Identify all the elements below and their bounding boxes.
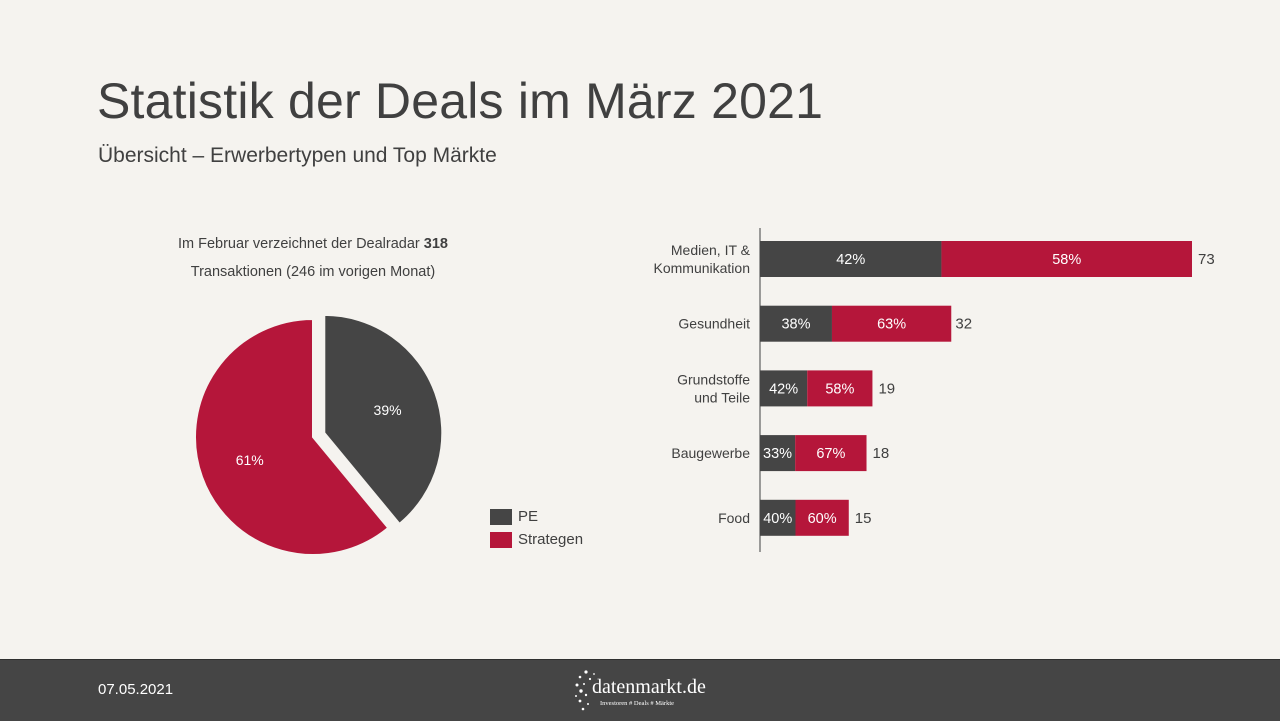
bar-segment-strategen [831, 305, 952, 342]
bar-segment-pe [760, 499, 796, 536]
datenmarkt-logo: datenmarkt.de Investoren # Deals # Märkt… [574, 666, 714, 716]
pie-slice-strategen [194, 317, 390, 556]
intro-highlight: 318 [423, 236, 448, 252]
bar-chart: 42% 58% 73 Medien, IT & Kommunikation 38% 63% 3… [654, 228, 1215, 552]
bar-total-label: 73 [1198, 251, 1215, 268]
bar-segment-label-pe: 33% [763, 446, 792, 462]
footer-date: 07.05.2021 [98, 681, 174, 698]
page-title: Statistik der Deals im März 2021 [97, 73, 824, 129]
bar-segment-label-strategen: 67% [816, 446, 845, 462]
bar-segment-strategen [795, 435, 867, 472]
bar-category-label: Kommunikation [654, 260, 751, 276]
bar-segment-label-strategen: 58% [1052, 252, 1081, 268]
bar-segment-strategen [807, 370, 873, 407]
bar-segment-pe [760, 370, 808, 407]
bar-category-label: und Teile [694, 389, 750, 405]
legend-label-pe: PE [518, 508, 539, 525]
logo-dots-icon [575, 670, 595, 711]
legend-label-strategen: Strategen [518, 531, 584, 548]
bar-total-label: 18 [873, 445, 890, 462]
pie-slice-pe [323, 313, 444, 526]
pie-label-strategen: 61% [236, 452, 264, 468]
bar-segment-pe [760, 305, 832, 342]
bar-segment-pe [760, 435, 796, 472]
bar-segment-label-pe: 42% [836, 252, 865, 268]
bar-segment-label-pe: 40% [763, 511, 792, 527]
page-subtitle: Übersicht – Erwerbertypen und Top Märkte [98, 144, 497, 167]
bar-total-label: 32 [955, 316, 972, 333]
bar-category-label: Food [718, 510, 750, 526]
bar-category-label: Medien, IT & [671, 242, 751, 258]
bar-segment-label-pe: 38% [781, 317, 810, 333]
legend-swatch-pe [490, 508, 512, 525]
bar-category-label: Grundstoffe [677, 371, 750, 387]
legend-swatch-strategen [490, 531, 512, 548]
bar-segment-pe [760, 241, 942, 277]
bar-category-label: Gesundheit [678, 316, 750, 332]
footer: 07.05.2021 datenmarkt.de Investoren # De… [0, 659, 1280, 721]
bar-segment-label-strategen: 58% [825, 381, 854, 397]
intro-text-before: Im Februar verzeichnet der Dealradar [177, 236, 424, 252]
bar-total-label: 19 [878, 380, 895, 397]
bar-segment-label-strategen: 63% [877, 317, 906, 333]
logo-name: datenmarkt.de [592, 676, 706, 698]
bar-segment-label-strategen: 60% [808, 511, 837, 527]
bar-segment-label-pe: 42% [769, 381, 798, 397]
legend-item-pe: PE [490, 508, 538, 525]
pie-label-pe: 39% [374, 402, 402, 418]
bar-segment-strategen [941, 241, 1192, 277]
intro-text-after: Transaktionen (246 im vorigen Monat) [190, 264, 436, 280]
intro-text: Im Februar verzeichnet der Dealradar 318… [130, 230, 496, 286]
logo-tagline: Investoren # Deals # Märkte [600, 700, 675, 707]
legend-item-strategen: Strategen [490, 531, 583, 548]
pie-chart: 39% 61% [194, 313, 444, 556]
bar-category-label: Baugewerbe [671, 445, 750, 461]
bar-segment-strategen [795, 499, 849, 536]
bar-total-label: 15 [855, 510, 872, 527]
